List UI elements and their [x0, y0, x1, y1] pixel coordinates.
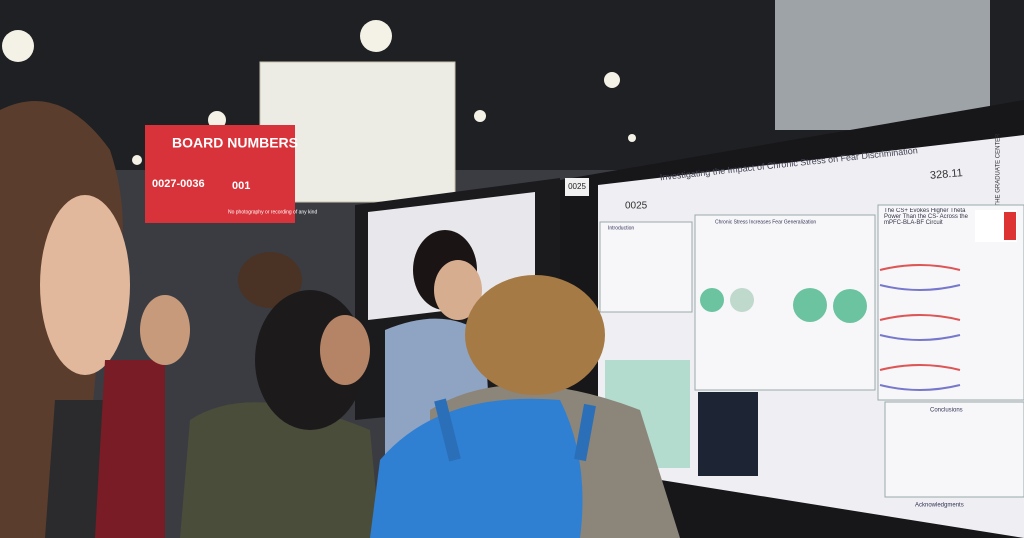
section-acknowledgments: Acknowledgments: [915, 503, 964, 509]
sign-range-cut: 001: [232, 180, 250, 192]
heatmap-red: [1004, 212, 1016, 240]
sign-range: 0027-0036: [152, 178, 205, 190]
sign-title: BOARD NUMBERS: [172, 135, 298, 151]
board-label: [565, 178, 589, 196]
board-label-text: 0025: [568, 182, 586, 191]
theta-title-box: The CS+ Evokes Higher Theta Power Than t…: [884, 208, 968, 226]
panel-conclusions: [884, 401, 1024, 498]
section-intro: Introduction: [608, 225, 634, 231]
section-theta: The CS+ Evokes Higher Theta Power Than t…: [884, 208, 968, 226]
theta-traces: [879, 264, 961, 391]
section-conclusions: Conclusions: [930, 408, 963, 414]
section-results: Chronic Stress Increases Fear Generaliza…: [715, 219, 816, 225]
pie-charts: [700, 288, 867, 323]
panel-intro: [599, 221, 693, 313]
poster-institution: THE GRADUATE CENTER: [996, 133, 1002, 207]
sign-notice: No photography or recording of any kind: [228, 209, 317, 215]
board-sign: BOARD NUMBERS 0027-0036 001 No photograp…: [145, 125, 317, 223]
pillar: [775, 0, 990, 130]
people: [0, 101, 680, 538]
brain-image: [698, 392, 758, 476]
poster-id: 0025: [625, 201, 648, 212]
ceiling-lights: [2, 20, 636, 165]
poster-number: 328.11: [929, 167, 963, 182]
